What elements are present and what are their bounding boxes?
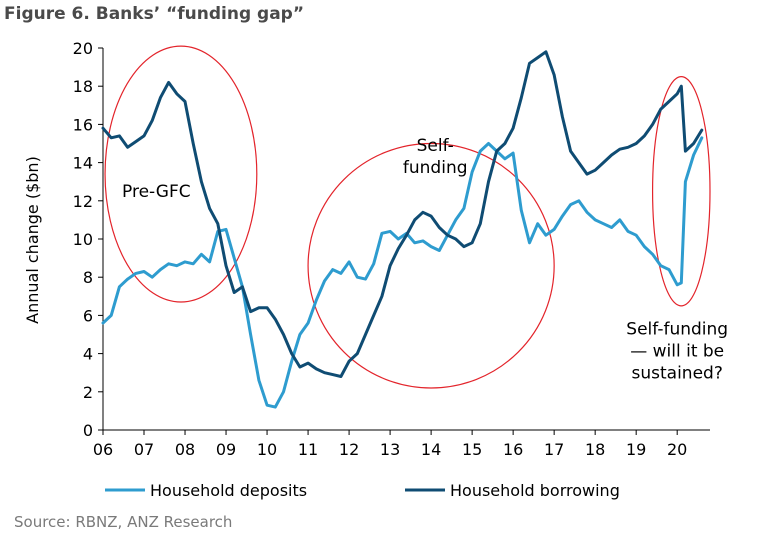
x-tick-label: 19	[626, 440, 646, 459]
source-note: Source: RBNZ, ANZ Research	[14, 513, 233, 531]
y-tick-label: 12	[73, 192, 93, 211]
y-tick-label: 20	[73, 39, 93, 58]
x-tick-label: 06	[93, 440, 113, 459]
x-tick-label: 15	[462, 440, 482, 459]
y-tick-label: 2	[83, 383, 93, 402]
annotations: Pre-GFC Self-funding Self-funding — will it…	[122, 136, 728, 383]
x-tick-label: 17	[544, 440, 564, 459]
annotation-ellipse	[651, 76, 711, 307]
y-tick-label: 14	[73, 154, 93, 173]
x-tick-label: 07	[134, 440, 154, 459]
annotation-text: Self-funding	[403, 136, 468, 178]
series-line-household-deposits	[101, 136, 704, 409]
x-tick-label: 12	[339, 440, 359, 459]
annotation-ellipse	[104, 45, 258, 303]
series-lines	[101, 50, 704, 409]
annotation-ellipse	[307, 142, 555, 389]
x-tick-label: 16	[503, 440, 523, 459]
x-tick-label: 13	[380, 440, 400, 459]
x-tick-label: 11	[298, 440, 318, 459]
y-axis-label: Annual change ($bn)	[23, 156, 42, 324]
x-tick-label: 10	[257, 440, 277, 459]
x-tick-label: 09	[216, 440, 236, 459]
x-tick-label: 20	[667, 440, 687, 459]
y-tick-label: 16	[73, 115, 93, 134]
x-tick-label: 18	[585, 440, 605, 459]
legend-label: Household borrowing	[450, 481, 620, 500]
y-tick-labels: 0 2 4 6 8 10 12 14 16 18 20	[73, 39, 103, 440]
annotation-ellipses	[104, 45, 711, 389]
y-tick-label: 10	[73, 230, 93, 249]
y-tick-label: 4	[83, 345, 93, 364]
figure-title: Figure 6. Banks’ “funding gap”	[4, 4, 305, 24]
y-tick-label: 18	[73, 77, 93, 96]
annotation-text: Pre-GFC	[122, 182, 191, 202]
x-tick-labels: 06 07 08 09 10 11 12 13 14 15 16 17 18 19 20	[93, 430, 687, 459]
series-line-household-borrowing	[101, 50, 704, 378]
y-tick-label: 0	[83, 421, 93, 440]
legend: Household deposits Household borrowing	[105, 481, 620, 500]
annotation-text: Self-funding — will it be sustained?	[626, 320, 728, 384]
legend-label: Household deposits	[150, 481, 307, 500]
y-tick-label: 6	[83, 306, 93, 325]
axes	[102, 48, 710, 431]
x-tick-label: 08	[175, 440, 195, 459]
x-tick-label: 14	[421, 440, 441, 459]
y-tick-label: 8	[83, 268, 93, 287]
